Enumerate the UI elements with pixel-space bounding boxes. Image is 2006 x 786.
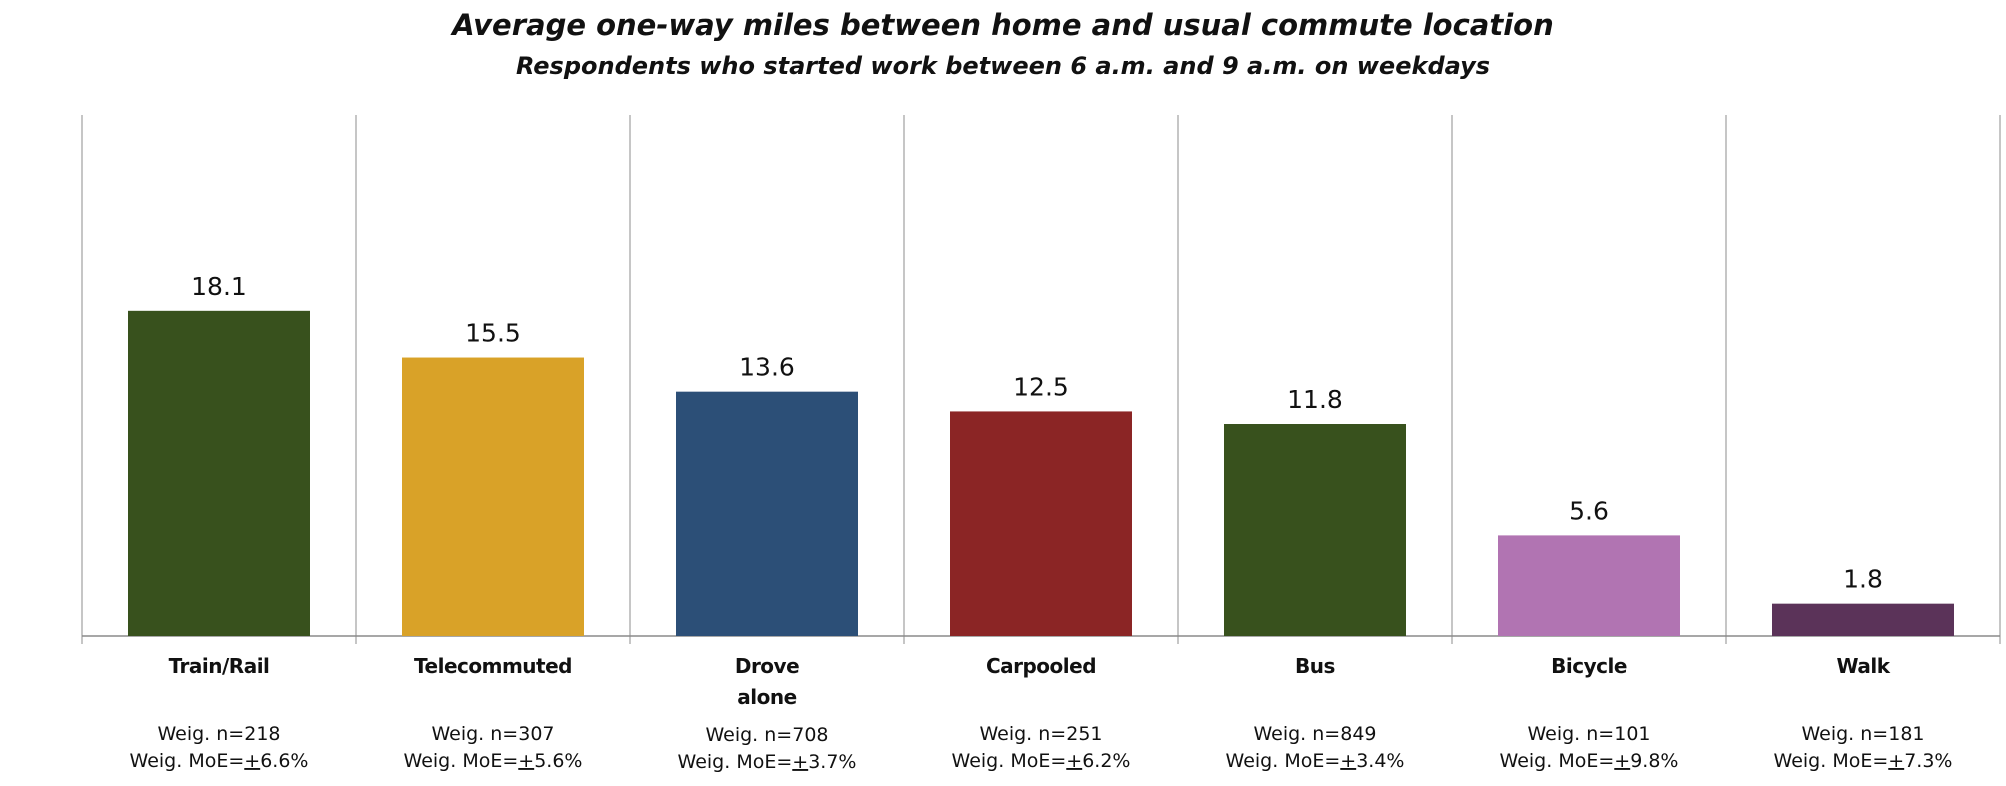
bar <box>1772 603 1954 636</box>
data-label: 15.5 <box>465 319 521 348</box>
margin-of-error-label: Weig. MoE=+7.3% <box>1774 750 1953 772</box>
margin-of-error-label: Weig. MoE=+9.8% <box>1500 750 1679 772</box>
data-label: 1.8 <box>1843 565 1883 594</box>
bar <box>950 411 1132 636</box>
sample-size-label: Weig. n=218 <box>157 723 280 745</box>
category-label: Telecommuted <box>414 654 572 678</box>
sample-size-label: Weig. n=181 <box>1801 723 1924 745</box>
chart-subtitle: Respondents who started work between 6 a… <box>515 52 1491 80</box>
margin-of-error-label: Weig. MoE=+6.6% <box>130 750 309 772</box>
bar <box>676 391 858 636</box>
margin-of-error-label: Weig. MoE=+6.2% <box>952 750 1131 772</box>
bar <box>1498 535 1680 636</box>
data-label: 18.1 <box>191 272 247 301</box>
sample-size-label: Weig. n=101 <box>1527 723 1650 745</box>
category-label: alone <box>737 685 796 709</box>
category-label: Train/Rail <box>169 654 270 678</box>
category-label: Bus <box>1295 654 1335 678</box>
sample-size-label: Weig. n=307 <box>431 723 554 745</box>
bar <box>402 357 584 636</box>
margin-of-error-label: Weig. MoE=+5.6% <box>404 750 583 772</box>
sample-size-label: Weig. n=849 <box>1253 723 1376 745</box>
data-label: 11.8 <box>1287 385 1343 414</box>
margin-of-error-label: Weig. MoE=+3.7% <box>678 751 857 773</box>
data-label: 12.5 <box>1013 372 1069 401</box>
category-label: Bicycle <box>1551 654 1627 678</box>
category-label: Walk <box>1837 654 1891 678</box>
category-label: Carpooled <box>986 654 1096 678</box>
margin-of-error-label: Weig. MoE=+3.4% <box>1226 750 1405 772</box>
chart-title: Average one-way miles between home and u… <box>452 8 1554 42</box>
bar <box>128 310 310 636</box>
category-label: Drove <box>735 654 799 678</box>
bar <box>1224 424 1406 636</box>
data-label: 5.6 <box>1569 496 1609 525</box>
sample-size-label: Weig. n=708 <box>705 724 828 746</box>
data-label: 13.6 <box>739 353 795 382</box>
sample-size-label: Weig. n=251 <box>979 723 1102 745</box>
